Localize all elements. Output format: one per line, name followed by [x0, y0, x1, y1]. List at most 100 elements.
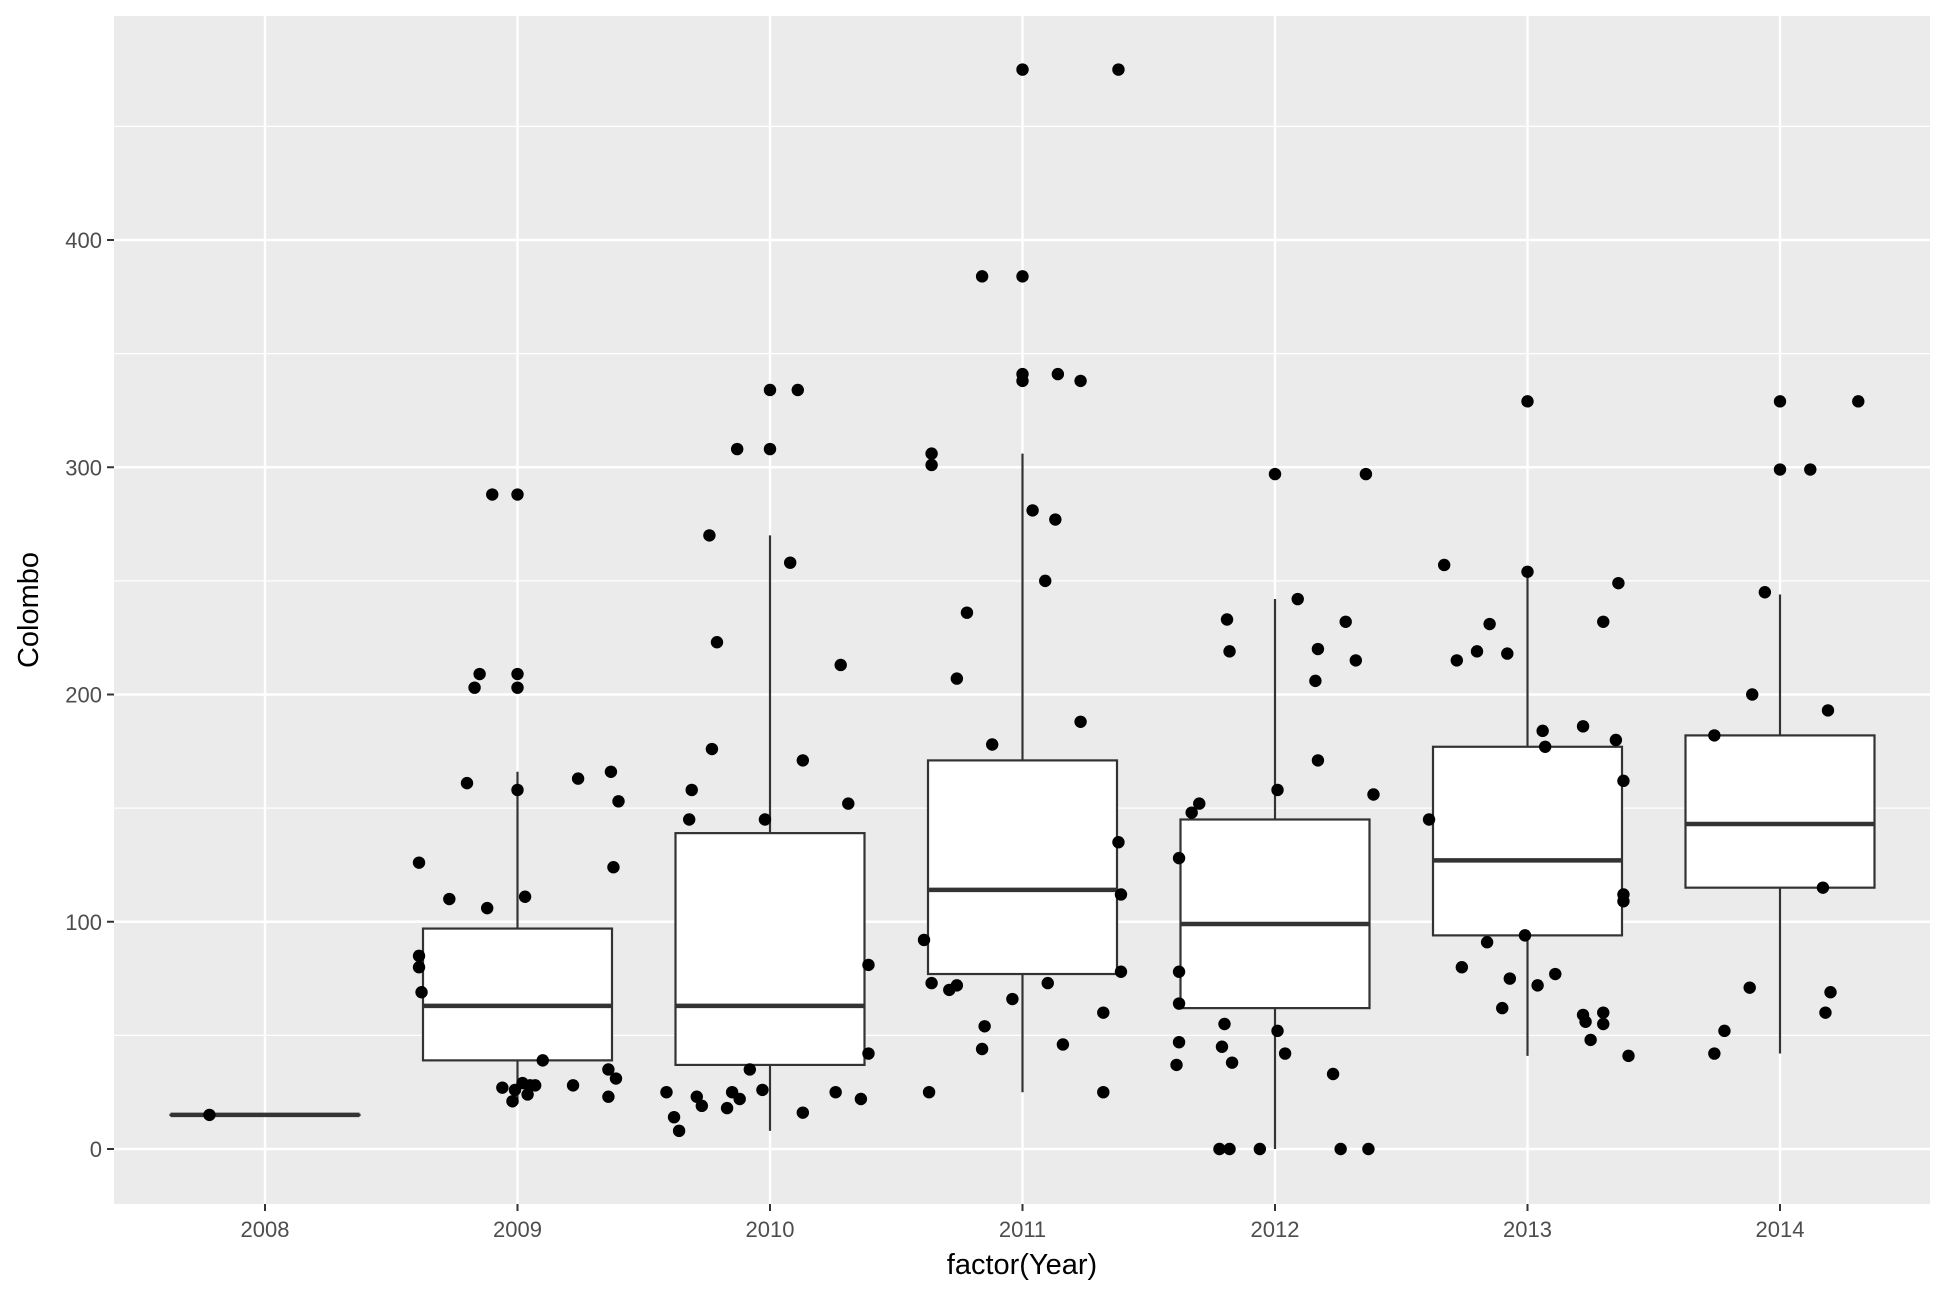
data-point [683, 813, 696, 826]
data-point [1480, 936, 1494, 949]
data-point [536, 1054, 549, 1067]
box-2013 [1431, 571, 1624, 1056]
box-2010 [674, 535, 866, 1131]
data-point [1824, 985, 1837, 999]
y-axis: 0 100 200 300 400 [65, 228, 114, 1162]
data-point [412, 961, 426, 974]
data-point [1223, 645, 1236, 658]
box-iqr [1684, 734, 1876, 889]
data-point [602, 1063, 615, 1076]
data-point [602, 1090, 615, 1103]
data-point [1074, 374, 1087, 388]
data-point [511, 488, 524, 501]
data-point [1311, 754, 1325, 767]
x-tick-label: 2009 [493, 1217, 542, 1242]
data-point [950, 979, 964, 992]
data-point [412, 949, 426, 963]
data-point [1612, 576, 1625, 590]
data-point [1609, 733, 1623, 747]
data-point [975, 270, 989, 283]
data-point [1016, 63, 1029, 76]
data-point [1617, 774, 1630, 788]
data-point [1291, 592, 1304, 606]
data-point [1112, 836, 1125, 849]
data-point [1271, 783, 1284, 797]
data-point [1819, 1006, 1832, 1019]
data-point [528, 1079, 542, 1092]
data-point [791, 383, 804, 397]
data-point [1213, 1142, 1226, 1156]
y-tick-label: 300 [65, 455, 102, 480]
data-point [1041, 976, 1054, 990]
data-point [1758, 586, 1772, 599]
data-point [1268, 467, 1282, 481]
data-point [511, 783, 524, 797]
data-point [604, 765, 618, 778]
data-point [1215, 1040, 1229, 1053]
data-point [511, 681, 524, 694]
data-point [1074, 715, 1087, 728]
data-point [1518, 929, 1532, 942]
data-point [1185, 806, 1198, 819]
data-point [1056, 1038, 1070, 1051]
data-point [460, 776, 474, 790]
data-point [1172, 965, 1186, 978]
data-point [922, 1085, 936, 1099]
data-point [1455, 961, 1469, 974]
data-point [496, 1081, 509, 1094]
data-point [796, 1106, 810, 1119]
box-iqr [926, 759, 1119, 976]
data-point [1597, 615, 1610, 628]
x-tick-label: 2012 [1251, 1217, 1300, 1242]
data-point [1349, 654, 1363, 667]
x-axis-title: factor(Year) [947, 1249, 1097, 1281]
data-point [1549, 967, 1562, 981]
data-point [1172, 997, 1186, 1010]
data-point [743, 1063, 756, 1076]
data-point [518, 890, 532, 903]
box-iqr [1431, 745, 1624, 937]
y-axis-title: Colombo [13, 552, 45, 668]
x-tick-label: 2011 [999, 1217, 1046, 1242]
data-point [1536, 724, 1549, 738]
data-point [1708, 729, 1721, 742]
data-point [834, 658, 847, 672]
data-point [506, 1095, 519, 1108]
data-point [1746, 688, 1759, 701]
data-point [730, 442, 744, 456]
box-2011 [926, 453, 1119, 1093]
y-tick-label: 400 [65, 228, 102, 253]
data-point [1311, 642, 1325, 656]
data-point [609, 1072, 623, 1085]
data-point [695, 1099, 709, 1113]
data-point [756, 1083, 769, 1097]
data-point [1112, 63, 1125, 76]
data-point [1718, 1024, 1731, 1038]
data-point [1437, 558, 1451, 572]
data-point [612, 795, 625, 808]
data-point [1622, 1049, 1635, 1063]
data-point [566, 1079, 580, 1092]
data-point [1538, 740, 1552, 753]
box-2009 [421, 771, 614, 1104]
box-iqr [674, 832, 866, 1067]
data-point [1743, 981, 1756, 994]
box-layer [169, 453, 1876, 1149]
data-point [1501, 647, 1514, 660]
data-point [1172, 1035, 1186, 1049]
data-point [203, 1108, 216, 1122]
data-point [660, 1085, 673, 1099]
data-point [720, 1101, 734, 1115]
data-point [1597, 1006, 1610, 1019]
data-point [415, 985, 428, 999]
data-point [1579, 1015, 1592, 1028]
data-point [986, 738, 999, 751]
data-point [1016, 270, 1029, 283]
y-tick-label: 200 [65, 683, 102, 708]
data-point [1576, 720, 1590, 733]
box-2012 [1179, 599, 1371, 1149]
data-point [511, 667, 524, 681]
data-point [1359, 467, 1373, 481]
data-point [1422, 813, 1436, 826]
data-point [672, 1124, 686, 1138]
